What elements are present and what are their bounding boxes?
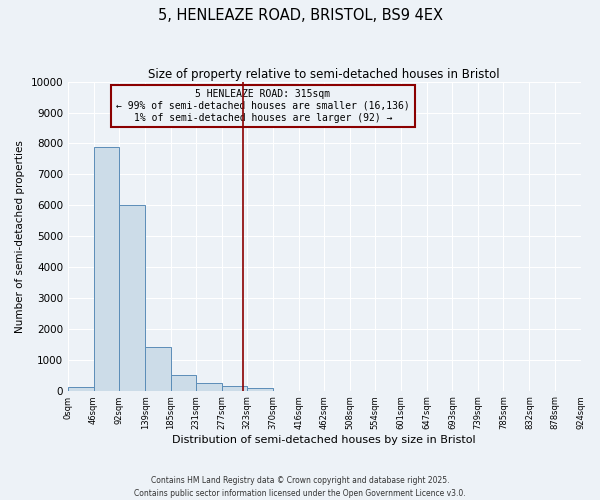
Bar — [94, 146, 119, 390]
Y-axis label: Number of semi-detached properties: Number of semi-detached properties — [15, 140, 25, 332]
Bar — [170, 375, 196, 390]
Bar — [247, 388, 273, 390]
Text: 5 HENLEAZE ROAD: 315sqm
← 99% of semi-detached houses are smaller (16,136)
1% of: 5 HENLEAZE ROAD: 315sqm ← 99% of semi-de… — [116, 90, 410, 122]
Bar — [221, 386, 247, 390]
Bar — [196, 383, 221, 390]
Bar — [119, 205, 145, 390]
Title: Size of property relative to semi-detached houses in Bristol: Size of property relative to semi-detach… — [148, 68, 500, 80]
X-axis label: Distribution of semi-detached houses by size in Bristol: Distribution of semi-detached houses by … — [172, 435, 476, 445]
Text: Contains HM Land Registry data © Crown copyright and database right 2025.
Contai: Contains HM Land Registry data © Crown c… — [134, 476, 466, 498]
Bar — [68, 388, 94, 390]
Text: 5, HENLEAZE ROAD, BRISTOL, BS9 4EX: 5, HENLEAZE ROAD, BRISTOL, BS9 4EX — [157, 8, 443, 22]
Bar — [145, 348, 170, 391]
